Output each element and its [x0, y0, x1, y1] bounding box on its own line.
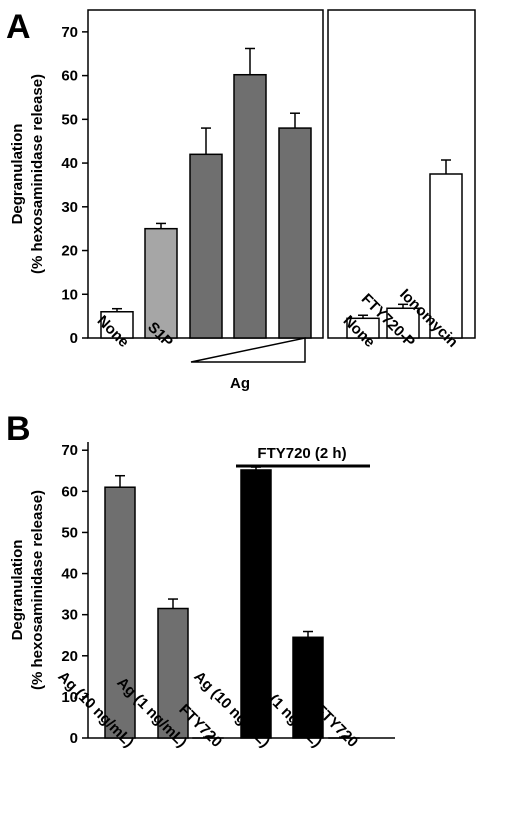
panel-b-ytick-label: 60: [61, 483, 78, 500]
ag-label: Ag: [230, 375, 250, 392]
panel-a-bars: [100, 47, 463, 339]
panel-a-bar: [100, 311, 134, 339]
panel-b-ylabel-line1: Degranulation: [9, 540, 26, 641]
panel-a-ytick-label: 30: [61, 199, 78, 216]
ag-gradient-wedge: [190, 337, 306, 363]
panel-a-letter: A: [6, 8, 31, 46]
panel-a-ytick-label: 70: [61, 24, 78, 41]
panel-a-ytick-label: 10: [61, 286, 78, 303]
panel-a-ytick-label: 40: [61, 155, 78, 172]
panel-a-ytick-label: 0: [70, 330, 78, 347]
panel-a-ytick-label: 60: [61, 68, 78, 85]
panel-b-ylabel-line2: (% hexosaminidase release): [29, 490, 46, 690]
panel-b-y-axis: 0 10 20 30 40 50 60 70: [61, 442, 88, 747]
fty720-treatment-label: FTY720 (2 h): [257, 445, 346, 462]
panel-b-bar: [157, 607, 189, 739]
panel-a-bar: [386, 307, 420, 339]
panel-b-ytick-label: 0: [70, 730, 78, 747]
panel-a-bar: [144, 227, 178, 339]
panel-a-ylabel-line2: (% hexosaminidase release): [29, 74, 46, 274]
panel-b-bars: [104, 466, 360, 739]
panel-b-bar: [104, 486, 136, 739]
panel-b-ytick-label: 70: [61, 442, 78, 459]
panel-a-ytick-label: 50: [61, 111, 78, 128]
panel-b-ytick-label: 50: [61, 524, 78, 541]
panel-b-ytick-label: 40: [61, 566, 78, 583]
panel-b-ytick-label: 30: [61, 607, 78, 624]
panel-a-ytick-label: 20: [61, 243, 78, 260]
panel-b-ytick-label: 20: [61, 648, 78, 665]
panel-a-ylabel-line1: Degranulation: [9, 124, 26, 225]
panel-a-bar: [278, 127, 312, 339]
panel-b-bar: [240, 469, 272, 739]
panel-b-ytick-label: 10: [61, 689, 78, 706]
panel-b-letter: B: [6, 410, 31, 448]
panel-a-bar: [233, 73, 267, 339]
panel-a-bar: [189, 153, 223, 339]
panel-a-y-axis: 0 10 20 30 40 50 60 70: [61, 24, 88, 347]
